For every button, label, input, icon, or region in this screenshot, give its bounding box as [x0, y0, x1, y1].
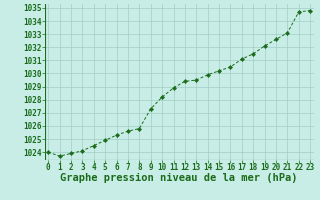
- X-axis label: Graphe pression niveau de la mer (hPa): Graphe pression niveau de la mer (hPa): [60, 173, 298, 183]
